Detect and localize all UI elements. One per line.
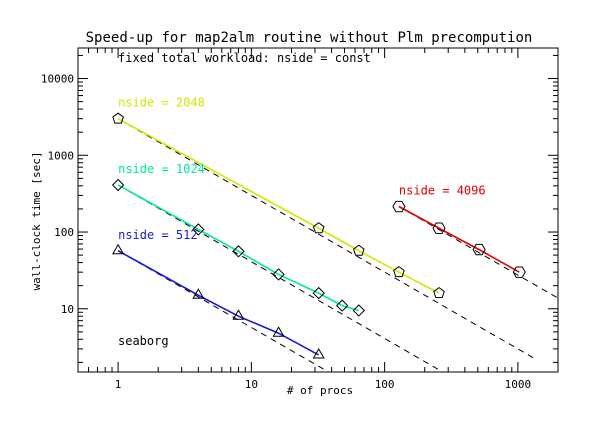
series-label-nside-2048: nside = 2048: [118, 96, 205, 110]
data-point-nside-4096: [512, 266, 526, 278]
y-tick-label: 10000: [41, 73, 74, 86]
series-label-nside-512: nside = 512: [118, 228, 197, 242]
data-point-nside-512: [232, 309, 245, 320]
data-point-nside-512: [192, 288, 205, 299]
y-tick-label: 100: [54, 226, 74, 239]
series-nside-512: [112, 243, 330, 372]
data-point-nside-1024: [352, 304, 366, 317]
plot-frame: [77, 47, 559, 373]
data-point-nside-512: [312, 347, 325, 359]
ideal-scaling-line-nside-2048: [117, 118, 534, 359]
ideal-scaling-line-nside-4096: [398, 206, 558, 299]
data-point-nside-4096: [432, 222, 446, 234]
data-point-nside-1024: [335, 299, 349, 312]
x-axis-label: # of procs: [287, 384, 353, 397]
y-tick-label: 1000: [48, 149, 75, 162]
data-point-nside-4096: [472, 243, 486, 256]
series-label-nside-4096: nside = 4096: [399, 184, 486, 198]
ideal-scaling-line-nside-1024: [117, 184, 444, 372]
data-point-nside-2048: [433, 286, 445, 299]
x-tick-label: 10: [245, 378, 258, 391]
data-point-nside-1024: [272, 268, 285, 281]
y-axis-label: wall-clock time [sec]: [30, 151, 43, 290]
x-tick-label: 1: [115, 378, 122, 391]
series-line-nside-512: [117, 250, 320, 356]
data-point-nside-4096: [392, 200, 406, 213]
chart-subtitle: fixed total workload: nside = const: [118, 51, 371, 65]
y-tick-label: 10: [61, 303, 74, 316]
series-line-nside-2048: [117, 117, 440, 294]
data-point-nside-1024: [232, 245, 245, 258]
data-point-nside-512: [112, 243, 125, 255]
series-label-nside-1024: nside = 1024: [118, 162, 205, 176]
series-nside-2048: [112, 112, 534, 359]
data-point-nside-1024: [312, 286, 325, 300]
series-nside-1024: [111, 178, 444, 372]
data-point-nside-1024: [111, 178, 125, 192]
data-point-nside-1024: [192, 223, 205, 236]
annotation-machine: seaborg: [118, 334, 169, 348]
x-tick-label: 100: [375, 378, 395, 391]
data-point-nside-2048: [352, 244, 365, 256]
x-tick-label: 1000: [505, 378, 532, 391]
data-point-nside-2048: [312, 222, 325, 234]
data-point-nside-512: [272, 326, 285, 337]
series-line-nside-4096: [398, 205, 520, 273]
data-point-nside-2048: [393, 266, 405, 278]
data-point-nside-2048: [112, 112, 124, 124]
series-nside-4096: [392, 200, 558, 299]
chart-title: Speed-up for map2alm routine without Plm…: [86, 30, 533, 46]
series-line-nside-1024: [117, 184, 360, 312]
plot-area: 1 10 100 1000 10 100 1000 10000 nside = 2048 nsid…: [41, 47, 559, 391]
